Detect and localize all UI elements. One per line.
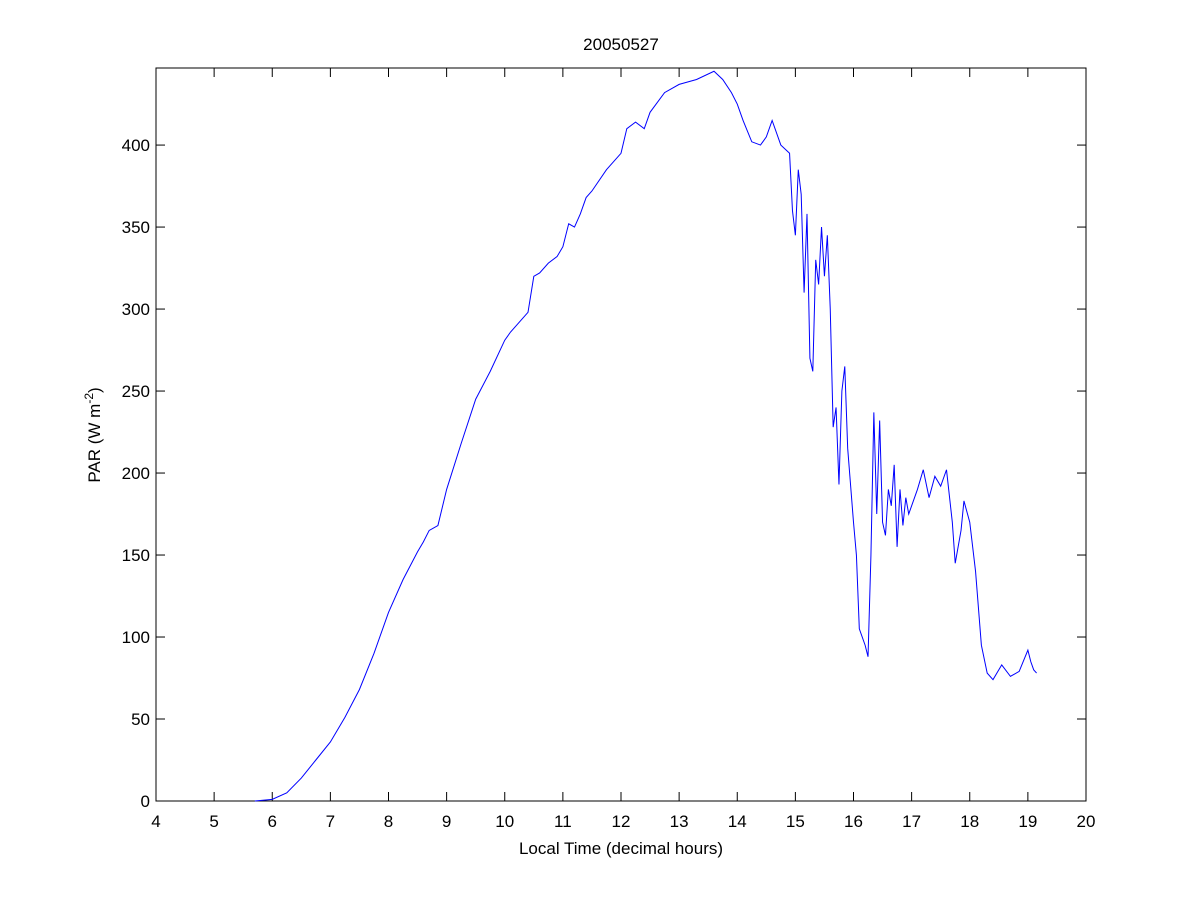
- y-tick-label: 250: [122, 382, 150, 401]
- x-tick-label: 12: [612, 812, 631, 831]
- x-tick-label: 16: [844, 812, 863, 831]
- y-axis-label-text: PAR (W m: [85, 404, 104, 483]
- x-tick-label: 7: [326, 812, 335, 831]
- x-tick-label: 20: [1077, 812, 1096, 831]
- plot-area: [155, 67, 1087, 802]
- data-line: [254, 70, 1037, 802]
- y-tick-label: 300: [122, 300, 150, 319]
- y-tick-label: 400: [122, 136, 150, 155]
- x-tick-label: 10: [495, 812, 514, 831]
- x-tick-label: 13: [670, 812, 689, 831]
- x-tick-label: 11: [554, 812, 572, 831]
- y-tick-label: 50: [131, 710, 150, 729]
- y-axis-label-end: ): [85, 387, 104, 393]
- y-tick-label: 200: [122, 464, 150, 483]
- x-tick-label: 9: [442, 812, 451, 831]
- x-tick-label: 5: [209, 812, 218, 831]
- x-tick-label: 17: [902, 812, 921, 831]
- y-axis-label-sup: -2: [82, 393, 96, 404]
- y-tick-label: 150: [122, 546, 150, 565]
- x-tick-label: 6: [268, 812, 277, 831]
- y-tick-label: 0: [141, 792, 150, 811]
- chart-title: 20050527: [583, 35, 659, 54]
- y-tick-label: 350: [122, 218, 150, 237]
- x-tick-label: 18: [960, 812, 979, 831]
- x-tick-label: 8: [384, 812, 393, 831]
- y-tick-label: 100: [122, 628, 150, 647]
- x-axis-label: Local Time (decimal hours): [519, 839, 723, 858]
- y-axis-label: PAR (W m-2): [82, 387, 104, 482]
- x-tick-label: 4: [151, 812, 160, 831]
- x-tick-label: 14: [728, 812, 747, 831]
- x-tick-label: 19: [1018, 812, 1037, 831]
- x-tick-label: 15: [786, 812, 805, 831]
